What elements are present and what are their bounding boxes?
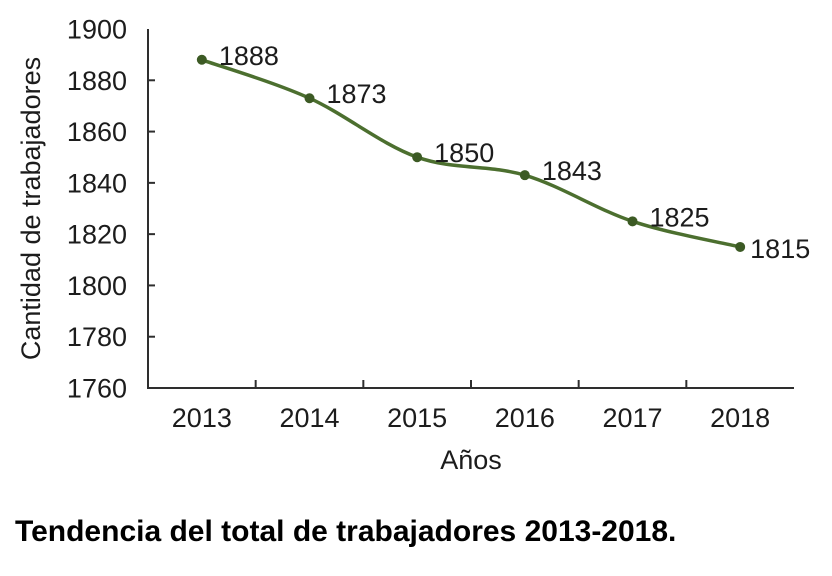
- data-point-label: 1825: [650, 202, 710, 232]
- y-tick-label: 1760: [67, 374, 127, 404]
- y-axis-title: Cantidad de trabajadores: [16, 57, 46, 360]
- data-point-label: 1843: [542, 156, 602, 186]
- x-tick-label: 2016: [495, 403, 555, 433]
- y-tick-label: 1800: [67, 271, 127, 301]
- data-point-label: 1873: [327, 79, 387, 109]
- line-chart: 1760 1780 1800 1820 1840 1860 1880 1900 2013 2014…: [16, 15, 810, 476]
- y-tick-label: 1820: [67, 220, 127, 250]
- data-point-label: 1850: [434, 138, 494, 168]
- figure-caption: Tendencia del total de trabajadores 2013…: [15, 515, 677, 548]
- x-tick-label: 2013: [172, 403, 232, 433]
- data-point-marker: [412, 152, 423, 163]
- data-point-marker: [735, 241, 746, 252]
- x-tick-label: 2015: [387, 403, 447, 433]
- y-tick-label: 1880: [67, 66, 127, 96]
- y-tick-label: 1900: [67, 15, 127, 45]
- x-axis-title: Años: [440, 445, 502, 475]
- x-tick-label: 2014: [279, 403, 339, 433]
- y-tick-label: 1860: [67, 117, 127, 147]
- data-point-marker: [627, 216, 638, 227]
- x-tick-label: 2017: [602, 403, 662, 433]
- data-point-marker: [304, 93, 315, 104]
- series-line: [200, 58, 742, 249]
- data-point-label: 1815: [750, 234, 810, 264]
- x-tick-label: 2018: [710, 403, 770, 433]
- data-point-marker: [519, 170, 530, 181]
- y-tick-label: 1780: [67, 322, 127, 352]
- data-point-marker: [196, 54, 207, 65]
- y-tick-label: 1840: [67, 168, 127, 198]
- data-point-label: 1888: [219, 41, 279, 71]
